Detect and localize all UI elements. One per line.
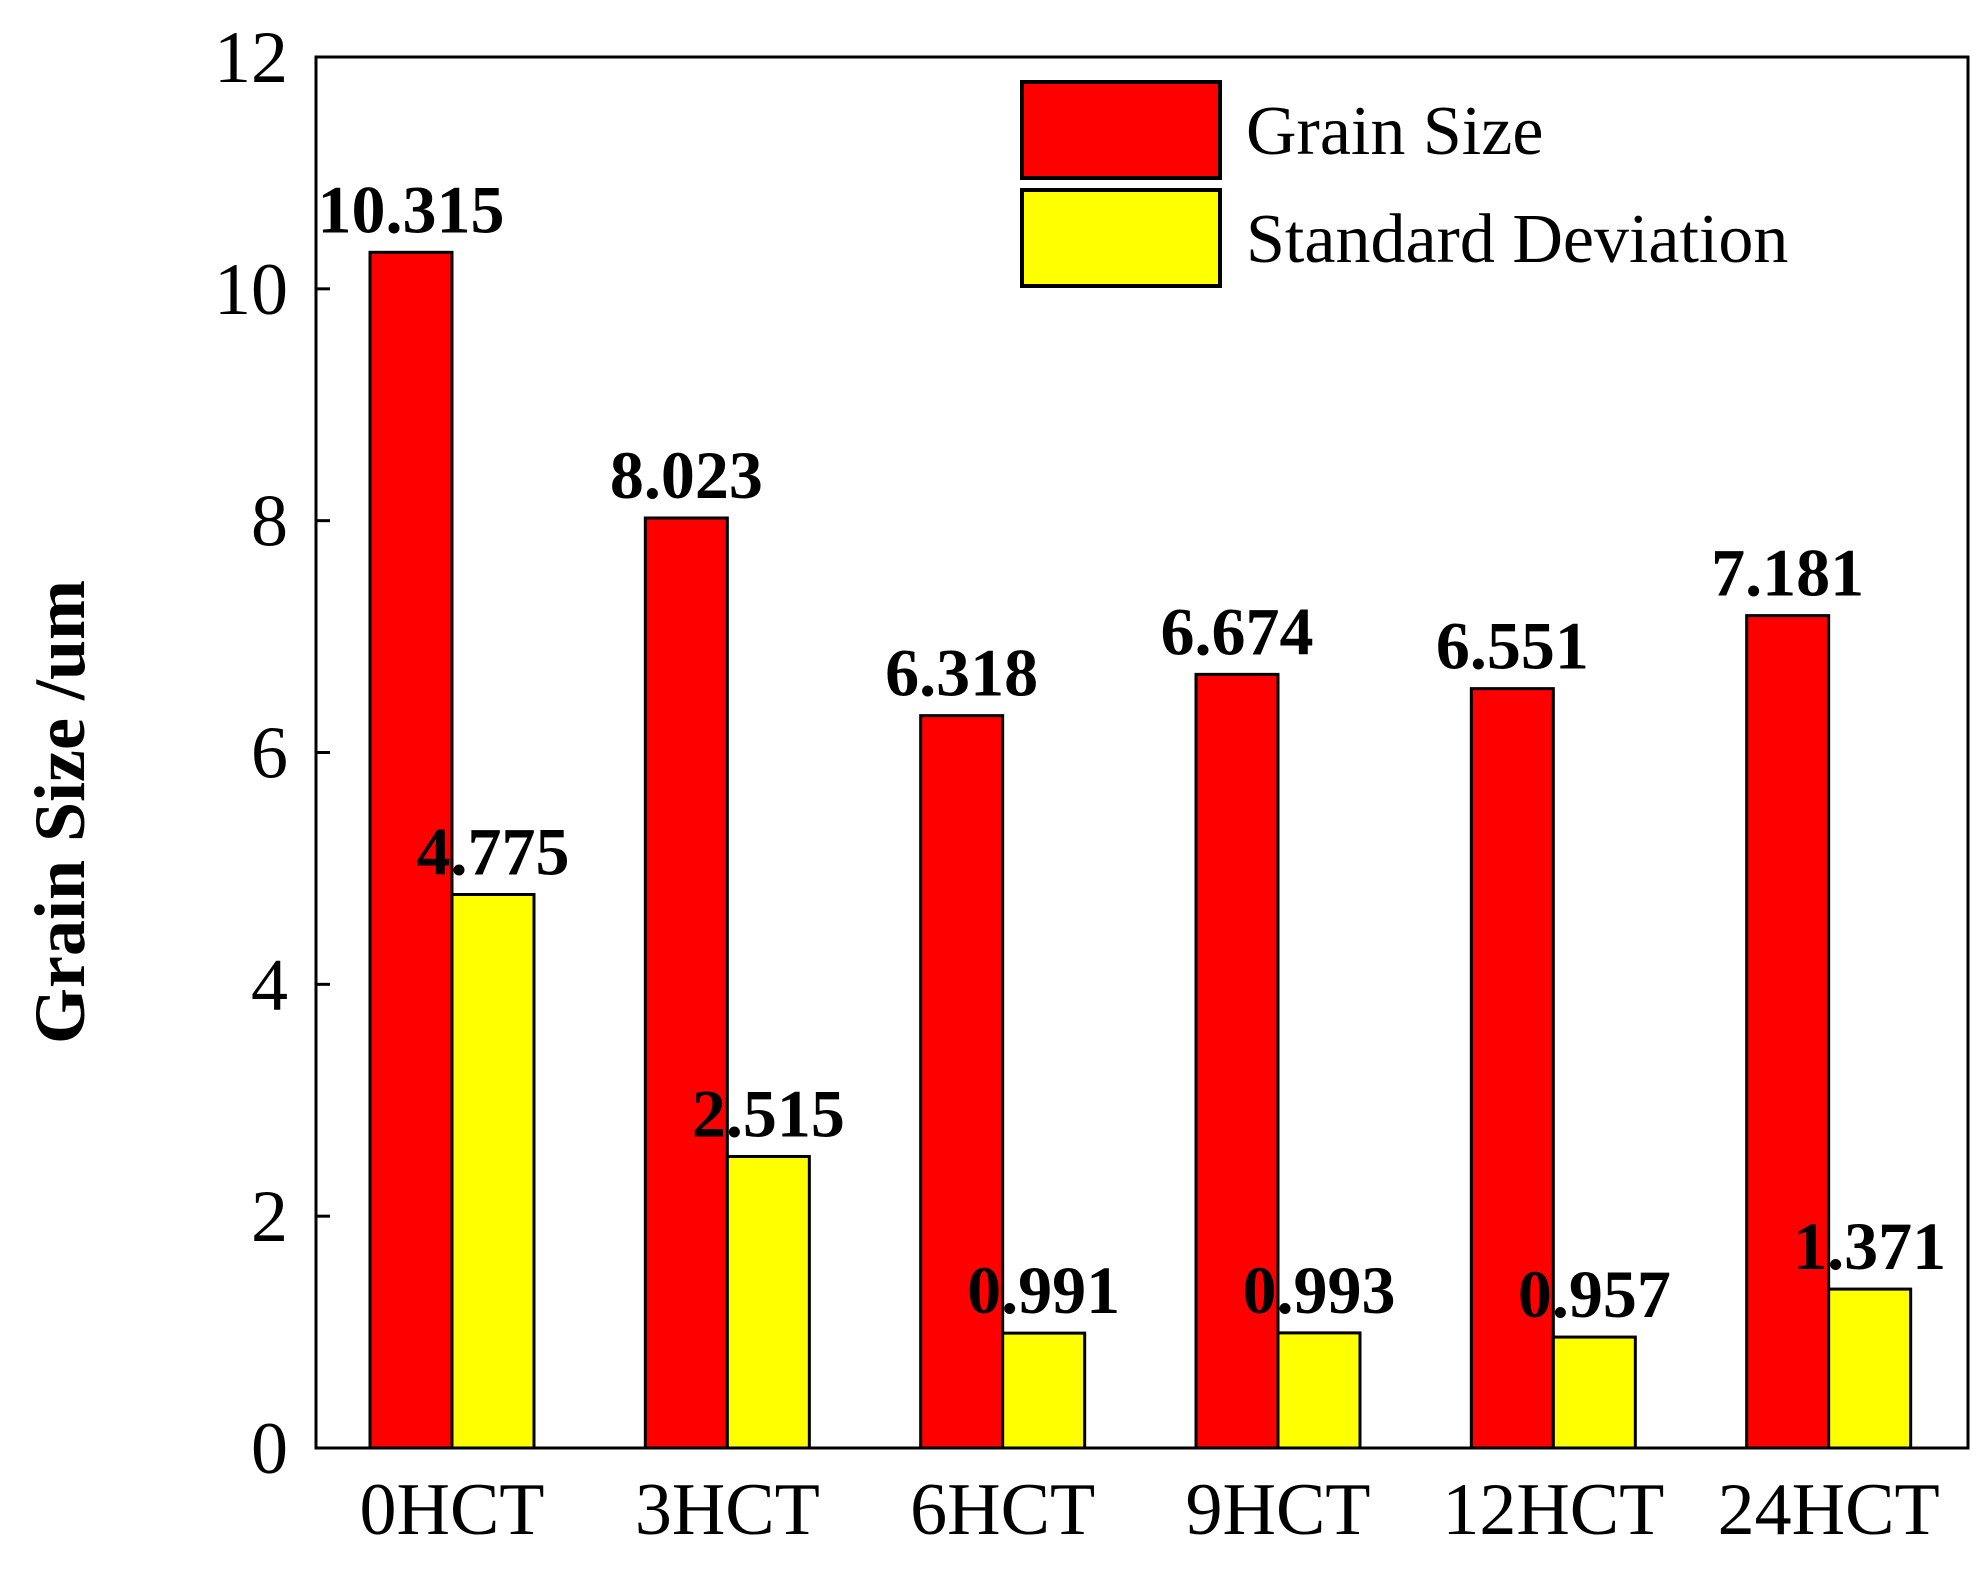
std-dev-label-3HCT: 2.515 xyxy=(692,1075,845,1151)
std-dev-bar-0HCT xyxy=(450,892,536,1450)
grain-size-label-0HCT: 10.315 xyxy=(318,171,505,247)
x-tick-label-24HCT: 24HCT xyxy=(1718,1469,1940,1551)
y-tick-label-2: 2 xyxy=(251,1176,288,1258)
x-tick-label-0HCT: 0HCT xyxy=(360,1469,545,1551)
grain-size-label-24HCT: 7.181 xyxy=(1711,535,1864,611)
legend-swatch-grain-size xyxy=(1020,80,1222,180)
x-tick-label-9HCT: 9HCT xyxy=(1186,1469,1371,1551)
axes-layer: 0HCT 3HCT 6HCT 9HCT 12HCT 24HCT 0 2 4 6 8 10 12 xyxy=(214,17,1970,1551)
x-tick-label-3HCT: 3HCT xyxy=(635,1469,820,1551)
y-axis-title: Grain Size /um xyxy=(20,580,100,1044)
grain-size-bar-24HCT xyxy=(1745,614,1831,1450)
std-dev-label-9HCT: 0.993 xyxy=(1243,1252,1396,1328)
y-tick-label-0: 0 xyxy=(251,1408,288,1490)
grain-size-bar-6HCT xyxy=(919,714,1005,1450)
grain-size-label-12HCT: 6.551 xyxy=(1436,608,1589,684)
std-dev-bar-3HCT xyxy=(725,1154,811,1450)
grain-size-bar-3HCT xyxy=(643,516,729,1450)
std-dev-label-0HCT: 4.775 xyxy=(417,813,570,889)
bars-layer xyxy=(368,250,1913,1450)
y-tick-label-10: 10 xyxy=(214,249,288,331)
grain-size-bar-9HCT xyxy=(1194,672,1280,1450)
grain-size-label-3HCT: 8.023 xyxy=(610,437,763,513)
grain-size-label-9HCT: 6.674 xyxy=(1161,593,1314,669)
std-dev-label-12HCT: 0.957 xyxy=(1518,1256,1671,1332)
legend-label-std-dev: Standard Deviation xyxy=(1246,201,1788,278)
y-tick-label-8: 8 xyxy=(251,481,288,563)
std-dev-label-6HCT: 0.991 xyxy=(967,1252,1120,1328)
y-tick-label-12: 12 xyxy=(214,17,288,99)
std-dev-bar-6HCT xyxy=(1001,1331,1087,1450)
legend: Grain Size Standard Deviation xyxy=(1020,80,1788,288)
legend-swatch-std-dev xyxy=(1020,188,1222,288)
std-dev-bar-24HCT xyxy=(1827,1287,1913,1450)
std-dev-label-24HCT: 1.371 xyxy=(1793,1208,1946,1284)
std-dev-bar-12HCT xyxy=(1551,1335,1637,1450)
grain-size-label-6HCT: 6.318 xyxy=(885,635,1038,711)
grain-size-bar-0HCT xyxy=(368,250,454,1450)
y-tick-label-6: 6 xyxy=(251,713,288,795)
legend-label-grain-size: Grain Size xyxy=(1246,93,1543,170)
std-dev-bar-9HCT xyxy=(1276,1331,1362,1450)
y-tick-label-4: 4 xyxy=(251,944,288,1026)
grain-size-bar-12HCT xyxy=(1469,687,1555,1450)
x-tick-label-6HCT: 6HCT xyxy=(910,1469,1095,1551)
data-labels-layer: 10.315 4.775 8.023 2.515 6.318 0.991 6.674 0.99… xyxy=(318,171,1947,1332)
x-tick-label-12HCT: 12HCT xyxy=(1442,1469,1664,1551)
